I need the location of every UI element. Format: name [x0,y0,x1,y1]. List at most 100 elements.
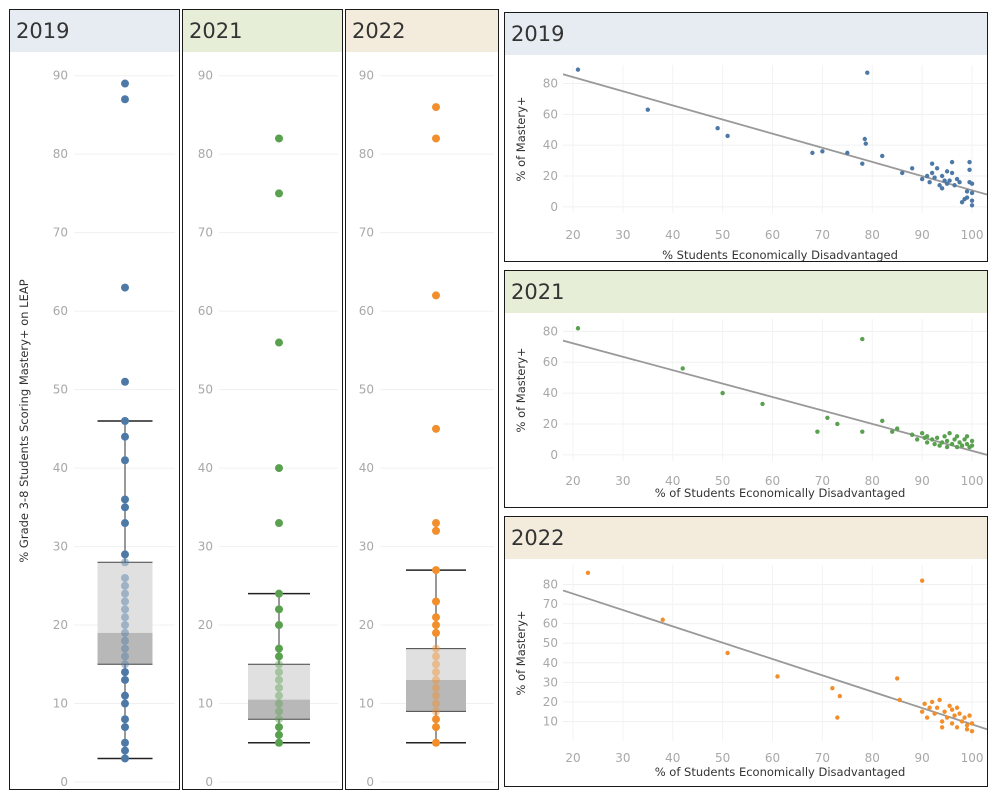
scatter-point [860,336,865,342]
y-tick-label: 50 [543,636,558,650]
data-point [275,715,283,724]
data-point [121,589,129,598]
box-upper [406,648,466,680]
panel-header [505,517,987,559]
scatter-point [937,697,942,703]
y-tick-label: 60 [53,304,68,318]
data-point [432,424,440,433]
data-point [275,699,283,708]
scatter-point [937,443,942,448]
data-point [275,683,283,692]
x-tick-label: 70 [815,474,830,488]
scatter-point [964,434,970,439]
y-tick-label: 50 [53,383,68,397]
data-point [121,519,129,528]
scatter-point [909,432,915,437]
scatter-point [645,107,650,112]
scatter-point [880,153,885,159]
scatter-panel-2022: 2022 10 20 30 40 50 60 70 80 20 30 40 50 60 70 80 90 100… [504,516,988,787]
scatter-point [890,429,895,434]
data-point [121,668,129,677]
data-point [121,675,129,684]
data-point [121,746,129,755]
y-tick-label: 80 [53,147,68,161]
data-point [432,660,440,669]
data-point [432,668,440,677]
y-axis-label: % Grade 3-8 Students Scoring Mastery+ on… [17,279,31,562]
scatter-point [969,198,975,203]
scatter-point [919,709,925,714]
scatter-point [680,366,685,371]
y-tick-label: 20 [359,618,374,632]
scatter-point [962,715,967,720]
scatter-point [725,133,730,139]
x-tick-label: 30 [615,751,630,765]
y-tick-label: 80 [543,578,558,592]
x-tick-label: 60 [765,474,780,488]
scatter-point [959,443,965,448]
data-point [275,730,283,739]
scatter-point [927,179,932,185]
scatter-point [942,434,947,439]
data-point [432,675,440,684]
boxplot-panel-2021: 2021 0 10 20 30 40 50 60 70 80 90 [182,9,343,790]
data-point [121,573,129,582]
scatter-point [860,161,865,166]
x-tick-label: 100 [961,751,984,765]
data-point [432,715,440,724]
data-point [121,628,129,637]
data-point [432,519,440,528]
y-tick-label: 80 [543,77,558,91]
y-tick-label: 60 [543,617,558,631]
scatter-point [939,719,945,724]
data-point [432,134,440,143]
y-tick-label: 80 [543,324,558,338]
data-point [275,738,283,747]
scatter-point [969,203,975,208]
x-tick-label: 60 [765,228,780,242]
scatter-point [947,431,952,436]
box-lower [97,632,153,665]
data-point [121,644,129,653]
scatter-point [919,578,925,583]
x-axis-label: % of Students Economically Disadvantaged [655,765,906,779]
scatter-point [944,438,950,444]
scatter-point [924,434,930,439]
data-point [121,699,129,708]
x-axis-label: % of Students Economically Disadvantaged [655,486,906,500]
y-axis-label: % of Mastery+ [514,347,528,432]
scatter-point [967,159,972,165]
panel-header [183,10,342,52]
data-point [432,613,440,622]
data-point [275,691,283,700]
y-axis-label: % of Mastery+ [514,610,528,695]
scatter-point [952,437,957,442]
data-point [121,597,129,606]
scatter-point [897,697,902,703]
y-tick-label: 10 [198,697,213,711]
data-point [275,675,283,684]
data-point [432,691,440,700]
scatter-point [815,429,820,434]
scatter-point [880,418,885,424]
scatter-point [954,434,960,439]
scatter-point [954,725,960,730]
x-tick-label: 50 [715,474,730,488]
scatter-point [909,166,915,171]
y-tick-label: 70 [198,226,213,240]
scatter-point [969,438,975,444]
data-point [121,605,129,614]
scatter-point [962,437,967,442]
scatter-panel-2019: 2019 0 20 40 60 80 20 30 40 50 60 70 80 90 100 % Stude… [504,12,988,262]
scatter-point [929,437,935,442]
x-tick-label: 30 [615,228,630,242]
scatter-point [760,401,765,407]
y-tick-label: 90 [198,69,213,83]
x-tick-label: 70 [815,751,830,765]
scatter-point [949,441,955,447]
data-point [275,464,283,473]
data-point [432,566,440,575]
scatter-point [947,178,952,183]
y-tick-label: 70 [53,226,68,240]
scatter-point [660,617,665,622]
